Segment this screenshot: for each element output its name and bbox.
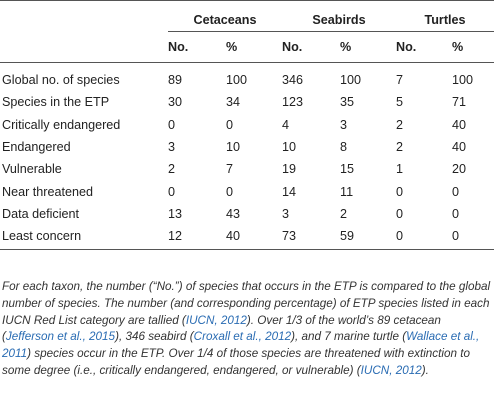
cell: 0 (452, 206, 460, 221)
cell: 3 (340, 117, 348, 132)
table-row: Endangered 3 10 10 8 2 40 (0, 136, 494, 158)
subheader-no: No. (282, 40, 303, 54)
citation-link[interactable]: IUCN, 2012 (360, 363, 422, 377)
subheader-percent: % (452, 40, 464, 54)
caption-text: ). Over 1/3 of the world’s 89 cetacean ( (2, 313, 441, 344)
cell: 89 (168, 73, 183, 88)
cell: 71 (452, 95, 467, 110)
cell: 40 (452, 140, 467, 155)
cell: 11 (340, 184, 354, 199)
cell: 0 (452, 184, 460, 199)
row-label: Critically endangered (2, 117, 121, 132)
cell: 123 (282, 95, 304, 110)
cell: 13 (168, 206, 183, 221)
subheader-percent: % (226, 40, 238, 54)
group-header-seabirds: Seabirds (282, 1, 396, 32)
cell: 73 (282, 229, 297, 244)
cell: 2 (340, 206, 348, 221)
cell: 5 (396, 95, 404, 110)
subheader-row: No. % No. % No. % (0, 32, 494, 63)
caption-text: For each taxon, the number (“No.”) of sp… (2, 280, 491, 327)
cell: 3 (168, 140, 176, 155)
group-header-row: Cetaceans Seabirds Turtles (0, 1, 494, 32)
cell: 30 (168, 95, 183, 110)
cell: 7 (226, 162, 234, 177)
table-row: Global no. of species 89 100 346 100 7 1… (0, 63, 494, 92)
row-label: Species in the ETP (2, 95, 110, 110)
cell: 19 (282, 162, 297, 177)
caption-text: ) species occur in the ETP. Over 1/4 of … (2, 347, 470, 377)
cell: 0 (168, 184, 176, 199)
cell: 0 (396, 184, 404, 199)
cell: 100 (226, 73, 248, 88)
cell: 0 (396, 229, 404, 244)
cell: 15 (340, 162, 355, 177)
cell: 100 (340, 73, 362, 88)
table-row: Near threatened 0 0 14 11 0 0 (0, 180, 494, 202)
cell: 10 (226, 140, 241, 155)
caption-text: ), 346 seabird ( (115, 330, 194, 344)
cell: 40 (226, 229, 241, 244)
cell: 10 (282, 140, 297, 155)
subheader-percent: % (340, 40, 352, 54)
cell: 1 (396, 162, 404, 177)
citation-link[interactable]: IUCN, 2012 (185, 313, 247, 327)
cell: 12 (168, 229, 183, 244)
table-row: Species in the ETP 30 34 123 35 5 71 (0, 91, 494, 113)
cell: 4 (282, 117, 290, 132)
cell: 346 (282, 73, 304, 88)
cell: 0 (396, 206, 404, 221)
row-label: Vulnerable (2, 162, 62, 177)
cell: 14 (282, 184, 297, 199)
row-label: Endangered (2, 140, 71, 155)
cell: 100 (452, 73, 474, 88)
caption-text: ), and 7 marine turtle ( (291, 330, 407, 344)
citation-link[interactable]: Jefferson et al., 2015 (5, 330, 116, 344)
subheader-no: No. (168, 40, 189, 54)
row-label: Data deficient (2, 206, 80, 221)
cell: 59 (340, 229, 355, 244)
cell: 8 (340, 140, 348, 155)
cell: 2 (168, 162, 176, 177)
cell: 3 (282, 206, 290, 221)
table-row: Data deficient 13 43 3 2 0 0 (0, 203, 494, 225)
citation-link[interactable]: Wallace et al., 2011 (2, 330, 480, 361)
cell: 35 (340, 95, 355, 110)
table-row: Least concern 12 40 73 59 0 0 (0, 225, 494, 247)
cell: 2 (396, 140, 404, 155)
table-row: Vulnerable 2 7 19 15 1 20 (0, 158, 494, 180)
group-header-turtles: Turtles (396, 1, 494, 32)
cell: 40 (452, 117, 467, 132)
row-label: Near threatened (2, 184, 94, 199)
citation-link[interactable]: Croxall et al., 2012 (193, 330, 292, 344)
table-row: Critically endangered 0 0 4 3 2 40 (0, 114, 494, 136)
cell: 43 (226, 206, 241, 221)
group-header-cetaceans: Cetaceans (168, 1, 282, 32)
cell: 7 (396, 73, 404, 88)
species-table: Cetaceans Seabirds Turtles No. % No. % N… (0, 0, 494, 251)
table-caption: For each taxon, the number (“No.”) of sp… (2, 279, 492, 380)
row-label: Global no. of species (2, 73, 120, 88)
row-label: Least concern (2, 229, 82, 244)
subheader-no: No. (396, 40, 417, 54)
cell: 0 (226, 117, 234, 132)
cell: 20 (452, 162, 467, 177)
cell: 0 (168, 117, 176, 132)
cell: 34 (226, 95, 241, 110)
cell: 0 (226, 184, 234, 199)
caption-text: ). (421, 363, 429, 377)
cell: 0 (452, 229, 460, 244)
cell: 2 (396, 117, 404, 132)
